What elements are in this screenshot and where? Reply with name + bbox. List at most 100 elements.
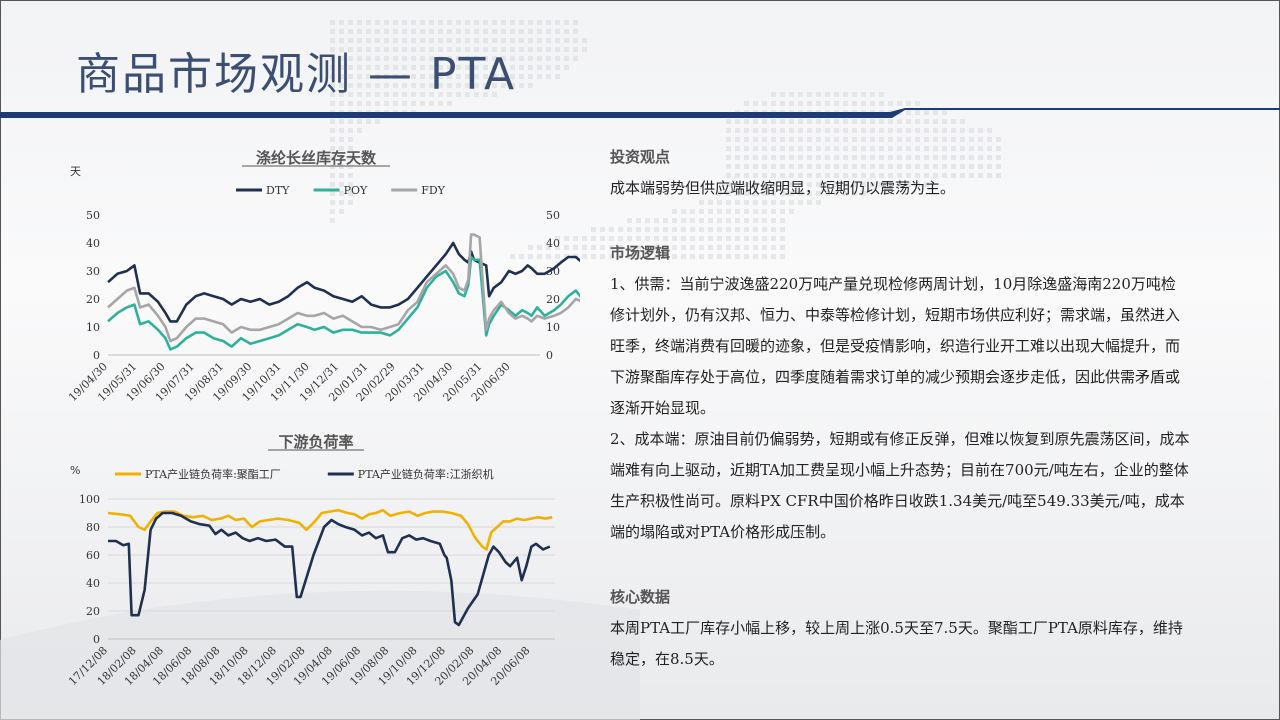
- map-dot: [906, 164, 911, 169]
- map-dot: [942, 164, 947, 169]
- map-dot: [429, 74, 434, 79]
- map-dot: [987, 164, 992, 169]
- map-dot: [429, 20, 434, 25]
- map-dot: [393, 74, 398, 79]
- map-dot: [708, 227, 713, 232]
- map-dot: [888, 128, 893, 133]
- map-dot: [744, 146, 749, 151]
- map-dot: [753, 236, 758, 241]
- map-dot: [798, 173, 803, 178]
- map-dot: [726, 200, 731, 205]
- chart2-title: 下游负荷率: [278, 433, 353, 451]
- map-dot: [852, 128, 857, 133]
- map-dot: [366, 119, 371, 124]
- map-dot: [339, 209, 344, 214]
- map-dot: [789, 173, 794, 178]
- header-accent-bar: [0, 108, 1280, 118]
- map-dot: [447, 74, 452, 79]
- map-dot: [933, 155, 938, 160]
- map-dot: [348, 191, 353, 196]
- map-dot: [348, 128, 353, 133]
- map-dot: [861, 128, 866, 133]
- map-dot: [402, 47, 407, 52]
- map-dot: [897, 173, 902, 178]
- map-dot: [330, 38, 335, 43]
- map-dot: [528, 29, 533, 34]
- map-dot: [438, 92, 443, 97]
- map-dot: [654, 254, 659, 259]
- map-dot: [528, 74, 533, 79]
- map-dot: [996, 173, 1001, 178]
- map-dot: [726, 164, 731, 169]
- map-dot: [825, 191, 830, 196]
- map-dot: [969, 155, 974, 160]
- chart2-ylabel: %: [70, 464, 80, 477]
- map-dot: [717, 191, 722, 196]
- map-dot: [546, 20, 551, 25]
- map-dot: [879, 164, 884, 169]
- map-dot: [573, 47, 578, 52]
- map-dot: [366, 56, 371, 61]
- map-dot: [771, 92, 776, 97]
- map-dot: [681, 218, 686, 223]
- y-tick-label: 80: [86, 521, 100, 534]
- map-dot: [915, 119, 920, 124]
- map-dot: [744, 101, 749, 106]
- investment-view-heading: 投资观点: [610, 148, 671, 166]
- core-data-text: 本周PTA工厂库存小幅上移，较上周上涨0.5天至7.5天。聚酯工厂PTA原料库存…: [610, 619, 1183, 668]
- map-dot: [564, 20, 569, 25]
- map-dot: [717, 200, 722, 205]
- map-dot: [717, 245, 722, 250]
- map-dot: [375, 56, 380, 61]
- map-dot: [879, 173, 884, 178]
- map-dot: [429, 56, 434, 61]
- map-dot: [834, 182, 839, 187]
- map-dot: [429, 83, 434, 88]
- map-dot: [879, 92, 884, 97]
- map-dot: [762, 254, 767, 259]
- map-dot: [636, 245, 641, 250]
- map-dot: [861, 164, 866, 169]
- map-dot: [546, 254, 551, 259]
- map-dot: [420, 92, 425, 97]
- map-dot: [528, 56, 533, 61]
- y2-tick-label: 0: [546, 349, 553, 362]
- map-dot: [492, 92, 497, 97]
- map-dot: [906, 128, 911, 133]
- map-dot: [366, 101, 371, 106]
- map-dot: [447, 20, 452, 25]
- map-dot: [456, 65, 461, 70]
- map-dot: [861, 137, 866, 142]
- map-dot: [753, 137, 758, 142]
- map-dot: [798, 119, 803, 124]
- map-dot: [456, 38, 461, 43]
- map-dot: [393, 83, 398, 88]
- map-dot: [825, 173, 830, 178]
- map-dot: [375, 101, 380, 106]
- map-dot: [519, 74, 524, 79]
- map-dot: [996, 146, 1001, 151]
- map-dot: [537, 254, 542, 259]
- map-dot: [330, 47, 335, 52]
- map-dot: [348, 200, 353, 205]
- map-dot: [861, 92, 866, 97]
- map-dot: [978, 173, 983, 178]
- map-dot: [537, 65, 542, 70]
- map-dot: [483, 47, 488, 52]
- map-dot: [420, 38, 425, 43]
- map-dot: [987, 146, 992, 151]
- map-dot: [735, 218, 740, 223]
- map-dot: [753, 245, 758, 250]
- map-dot: [546, 74, 551, 79]
- map-dot: [447, 38, 452, 43]
- y-tick-label: 50: [86, 209, 100, 222]
- y-tick-label: 40: [86, 577, 100, 590]
- map-dot: [348, 137, 353, 142]
- series-line-c2-0: [107, 508, 553, 551]
- map-dot: [834, 164, 839, 169]
- map-dot: [852, 155, 857, 160]
- map-dot: [987, 128, 992, 133]
- map-dot: [960, 155, 965, 160]
- map-dot: [807, 155, 812, 160]
- map-dot: [600, 236, 605, 241]
